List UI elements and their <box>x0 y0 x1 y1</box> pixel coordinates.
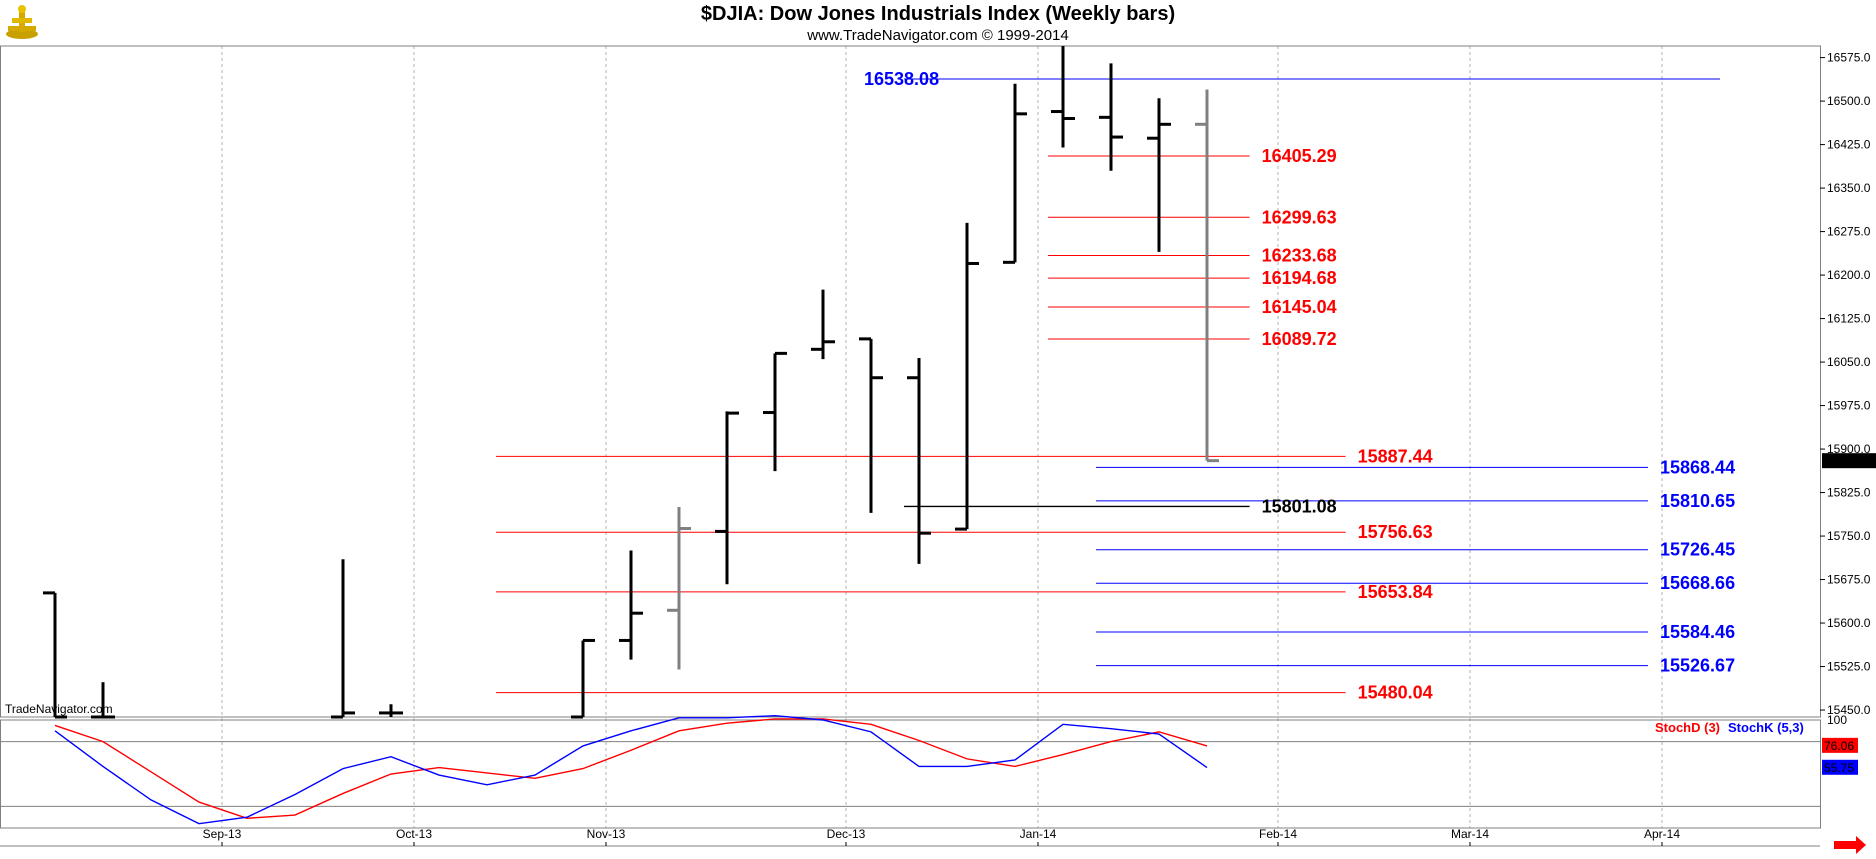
stoch-k-last-label: 55.75 <box>1824 761 1854 775</box>
stoch-d-line <box>54 718 1208 819</box>
level-label: 15480.04 <box>1358 683 1433 703</box>
stoch-d-title: StochD (3) <box>1655 720 1720 735</box>
price-tick-label: 16125.0 <box>1827 312 1871 326</box>
level-label: 16538.08 <box>864 69 939 89</box>
level-label: 15756.63 <box>1358 522 1433 542</box>
price-tick-label: 15600.0 <box>1827 616 1871 630</box>
date-tick-label: Feb-14 <box>1259 827 1297 841</box>
stoch-panel-frame <box>0 719 1821 829</box>
stoch-k-title: StochK (5,3) <box>1728 720 1804 735</box>
level-label: 15868.44 <box>1660 457 1735 477</box>
stoch-d-last-label: 76.06 <box>1824 739 1854 753</box>
level-label: 16405.29 <box>1262 146 1337 166</box>
level-label: 15653.84 <box>1358 582 1433 602</box>
level-label: 16299.63 <box>1262 207 1337 227</box>
level-label: 15801.08 <box>1262 496 1337 516</box>
level-label: 16233.68 <box>1262 246 1337 266</box>
price-tick-label: 15825.0 <box>1827 486 1871 500</box>
level-label: 15726.45 <box>1660 540 1735 560</box>
date-tick-label: Dec-13 <box>827 827 866 841</box>
level-label: 16089.72 <box>1262 329 1337 349</box>
scroll-right-arrow-icon[interactable] <box>1834 836 1866 854</box>
frame-layer <box>0 45 1821 847</box>
levels-layer: 16538.08 16405.29 16299.63 16233.6816194.68… <box>496 69 1735 703</box>
price-tick-label: 15750.0 <box>1827 529 1871 543</box>
price-tick-label: 16275.0 <box>1827 225 1871 239</box>
price-tick-label: 15675.0 <box>1827 573 1871 587</box>
date-tick-label: Apr-14 <box>1644 827 1680 841</box>
last-price-label: 15879.11 <box>1825 454 1874 468</box>
level-label: 16145.04 <box>1262 297 1337 317</box>
price-tick-label: 16425.0 <box>1827 138 1871 152</box>
stoch-d-last-box <box>1822 737 1858 753</box>
chart-subtitle: www.TradeNavigator.com © 1999-2014 <box>806 27 1068 44</box>
date-tick-label: Sep-13 <box>203 827 242 841</box>
price-tick-label: 15975.0 <box>1827 399 1871 413</box>
price-tick-label: 15525.0 <box>1827 660 1871 674</box>
price-panel-frame <box>0 45 1821 718</box>
level-label: 15526.67 <box>1660 656 1735 676</box>
stoch-tick-label: 100 <box>1827 713 1847 727</box>
chart-title: $DJIA: Dow Jones Industrials Index (Week… <box>701 3 1175 25</box>
level-label: 15887.44 <box>1358 446 1433 466</box>
date-tick-label: Nov-13 <box>587 827 626 841</box>
last-price-box <box>1822 453 1876 469</box>
bars-layer <box>43 46 1219 719</box>
price-tick-label: 16350.0 <box>1827 181 1871 195</box>
price-tick-label: 15450.0 <box>1827 703 1871 717</box>
price-axis: 16575.0 16500.0 16425.0 16350.0 16275.0 16200… <box>1820 51 1876 717</box>
stochastic-panel: StochD (3) StochK (5,3) 100 76.06 55.75 <box>0 713 1858 825</box>
level-label: 15668.66 <box>1660 573 1735 593</box>
level-label: 16194.68 <box>1262 268 1337 288</box>
price-tick-label: 15900.0 <box>1827 442 1871 456</box>
date-tick-label: Jan-14 <box>1020 827 1057 841</box>
trade-navigator-logo[interactable] <box>6 5 38 39</box>
date-tick-label: Mar-14 <box>1451 827 1489 841</box>
price-tick-label: 16575.0 <box>1827 51 1871 65</box>
date-axis: Sep-13 Oct-13 Nov-13 Dec-13 Jan-14 Feb-14 Mar-… <box>203 827 1680 846</box>
stoch-k-last-box <box>1822 759 1858 775</box>
level-label: 15584.46 <box>1660 622 1735 642</box>
price-tick-label: 16500.0 <box>1827 94 1871 108</box>
price-tick-label: 16050.0 <box>1827 355 1871 369</box>
grid-layer <box>221 46 1663 828</box>
date-tick-label: Oct-13 <box>396 827 432 841</box>
stoch-k-line <box>54 714 1208 825</box>
price-tick-label: 16200.0 <box>1827 268 1871 282</box>
watermark: TradeNavigator.com <box>5 702 113 716</box>
level-label: 15810.65 <box>1660 491 1735 511</box>
